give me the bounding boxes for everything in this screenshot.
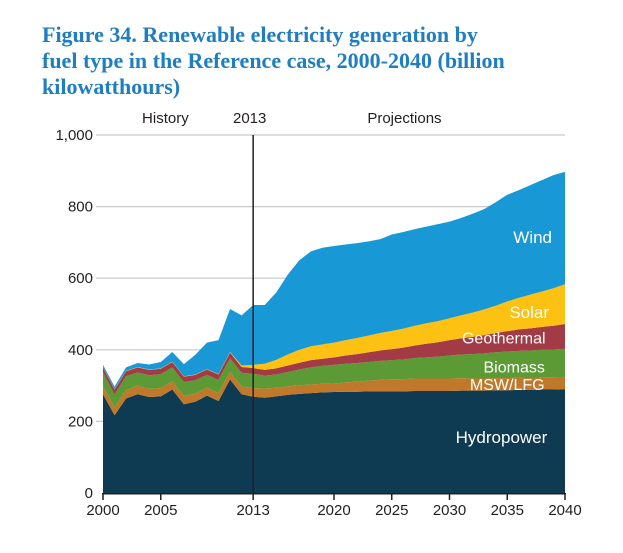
x-axis-label-2040: 2040 xyxy=(548,502,581,519)
figure-title-line-2: fuel type in the Reference case, 2000-20… xyxy=(42,48,505,73)
header-label-projections: Projections xyxy=(367,110,441,127)
figure-title: Figure 34. Renewable electricity generat… xyxy=(42,22,587,100)
x-axis-label-2030: 2030 xyxy=(433,502,466,519)
area-label-solar: Solar xyxy=(509,303,549,322)
header-label-history: History xyxy=(142,110,189,127)
x-axis-label-2035: 2035 xyxy=(491,502,524,519)
area-biomass xyxy=(103,348,565,408)
x-axis-label-2013: 2013 xyxy=(236,502,269,519)
area-wind xyxy=(103,171,565,390)
area-label-msw-lfg: MSW/LFG xyxy=(470,377,545,394)
area-geothermal xyxy=(103,324,565,395)
x-axis-label-2025: 2025 xyxy=(375,502,408,519)
x-axis-label-2020: 2020 xyxy=(317,502,350,519)
x-axis-label-2000: 2000 xyxy=(86,502,119,519)
figure-title-line-3: kilowatthours) xyxy=(42,74,181,99)
area-msw-lfg xyxy=(103,371,565,416)
header-label-2013: 2013 xyxy=(233,110,266,127)
x-axis-label-2005: 2005 xyxy=(144,502,177,519)
area-hydropower xyxy=(103,379,565,493)
y-axis-label-1000: 1,000 xyxy=(55,127,93,144)
area-label-biomass: Biomass xyxy=(484,360,545,377)
area-label-wind: Wind xyxy=(513,228,552,247)
area-label-geothermal: Geothermal xyxy=(462,331,546,348)
y-axis-label-0: 0 xyxy=(85,485,93,502)
y-axis-label-200: 200 xyxy=(68,413,93,430)
figure-title-line-1: Figure 34. Renewable electricity generat… xyxy=(42,22,478,47)
y-axis-label-600: 600 xyxy=(68,270,93,287)
y-axis-label-800: 800 xyxy=(68,199,93,216)
y-axis-label-400: 400 xyxy=(68,342,93,359)
area-label-hydropower: Hydropower xyxy=(456,428,548,447)
